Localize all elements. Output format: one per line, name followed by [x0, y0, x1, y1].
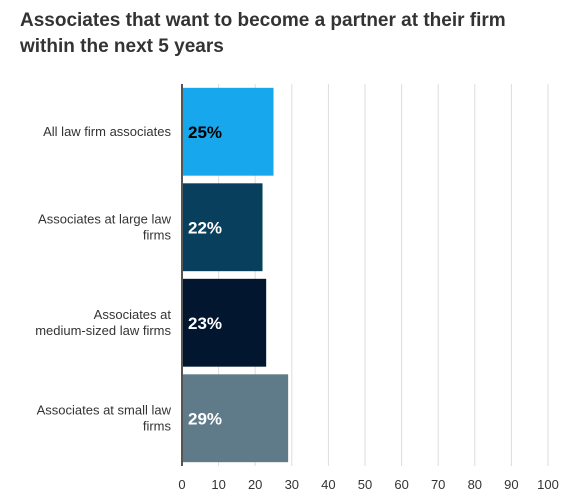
x-tick-labels: 0 10 20 30 40 50 60 70 80 90 100 [178, 477, 558, 492]
category-label: Associates at large law firms [38, 211, 172, 242]
x-tick-label: 20 [248, 477, 262, 492]
category-label: Associates at small law firms [37, 402, 172, 433]
x-tick-label: 10 [211, 477, 225, 492]
x-tick-label: 50 [358, 477, 372, 492]
data-label: 25% [188, 123, 222, 142]
x-tick-label: 80 [468, 477, 482, 492]
x-tick-label: 60 [394, 477, 408, 492]
x-tick-label: 100 [537, 477, 559, 492]
x-tick-label: 40 [321, 477, 335, 492]
chart-title: Associates that want to become a partner… [20, 10, 506, 57]
x-tick-label: 70 [431, 477, 445, 492]
bar [182, 183, 263, 272]
bar [182, 87, 274, 176]
category-labels: All law firm associates Associates at lar… [35, 124, 171, 434]
x-tick-label: 0 [178, 477, 185, 492]
category-label: All law firm associates [43, 124, 171, 139]
bar [182, 278, 267, 367]
data-label: 23% [188, 314, 222, 333]
data-label: 22% [188, 218, 222, 237]
data-label: 29% [188, 409, 222, 428]
x-tick-label: 90 [504, 477, 518, 492]
x-tick-label: 30 [285, 477, 299, 492]
category-label: Associates at medium-sized law firms [35, 307, 171, 338]
bars: 25% 22% 23% 29% [182, 87, 289, 463]
bar [182, 374, 289, 463]
